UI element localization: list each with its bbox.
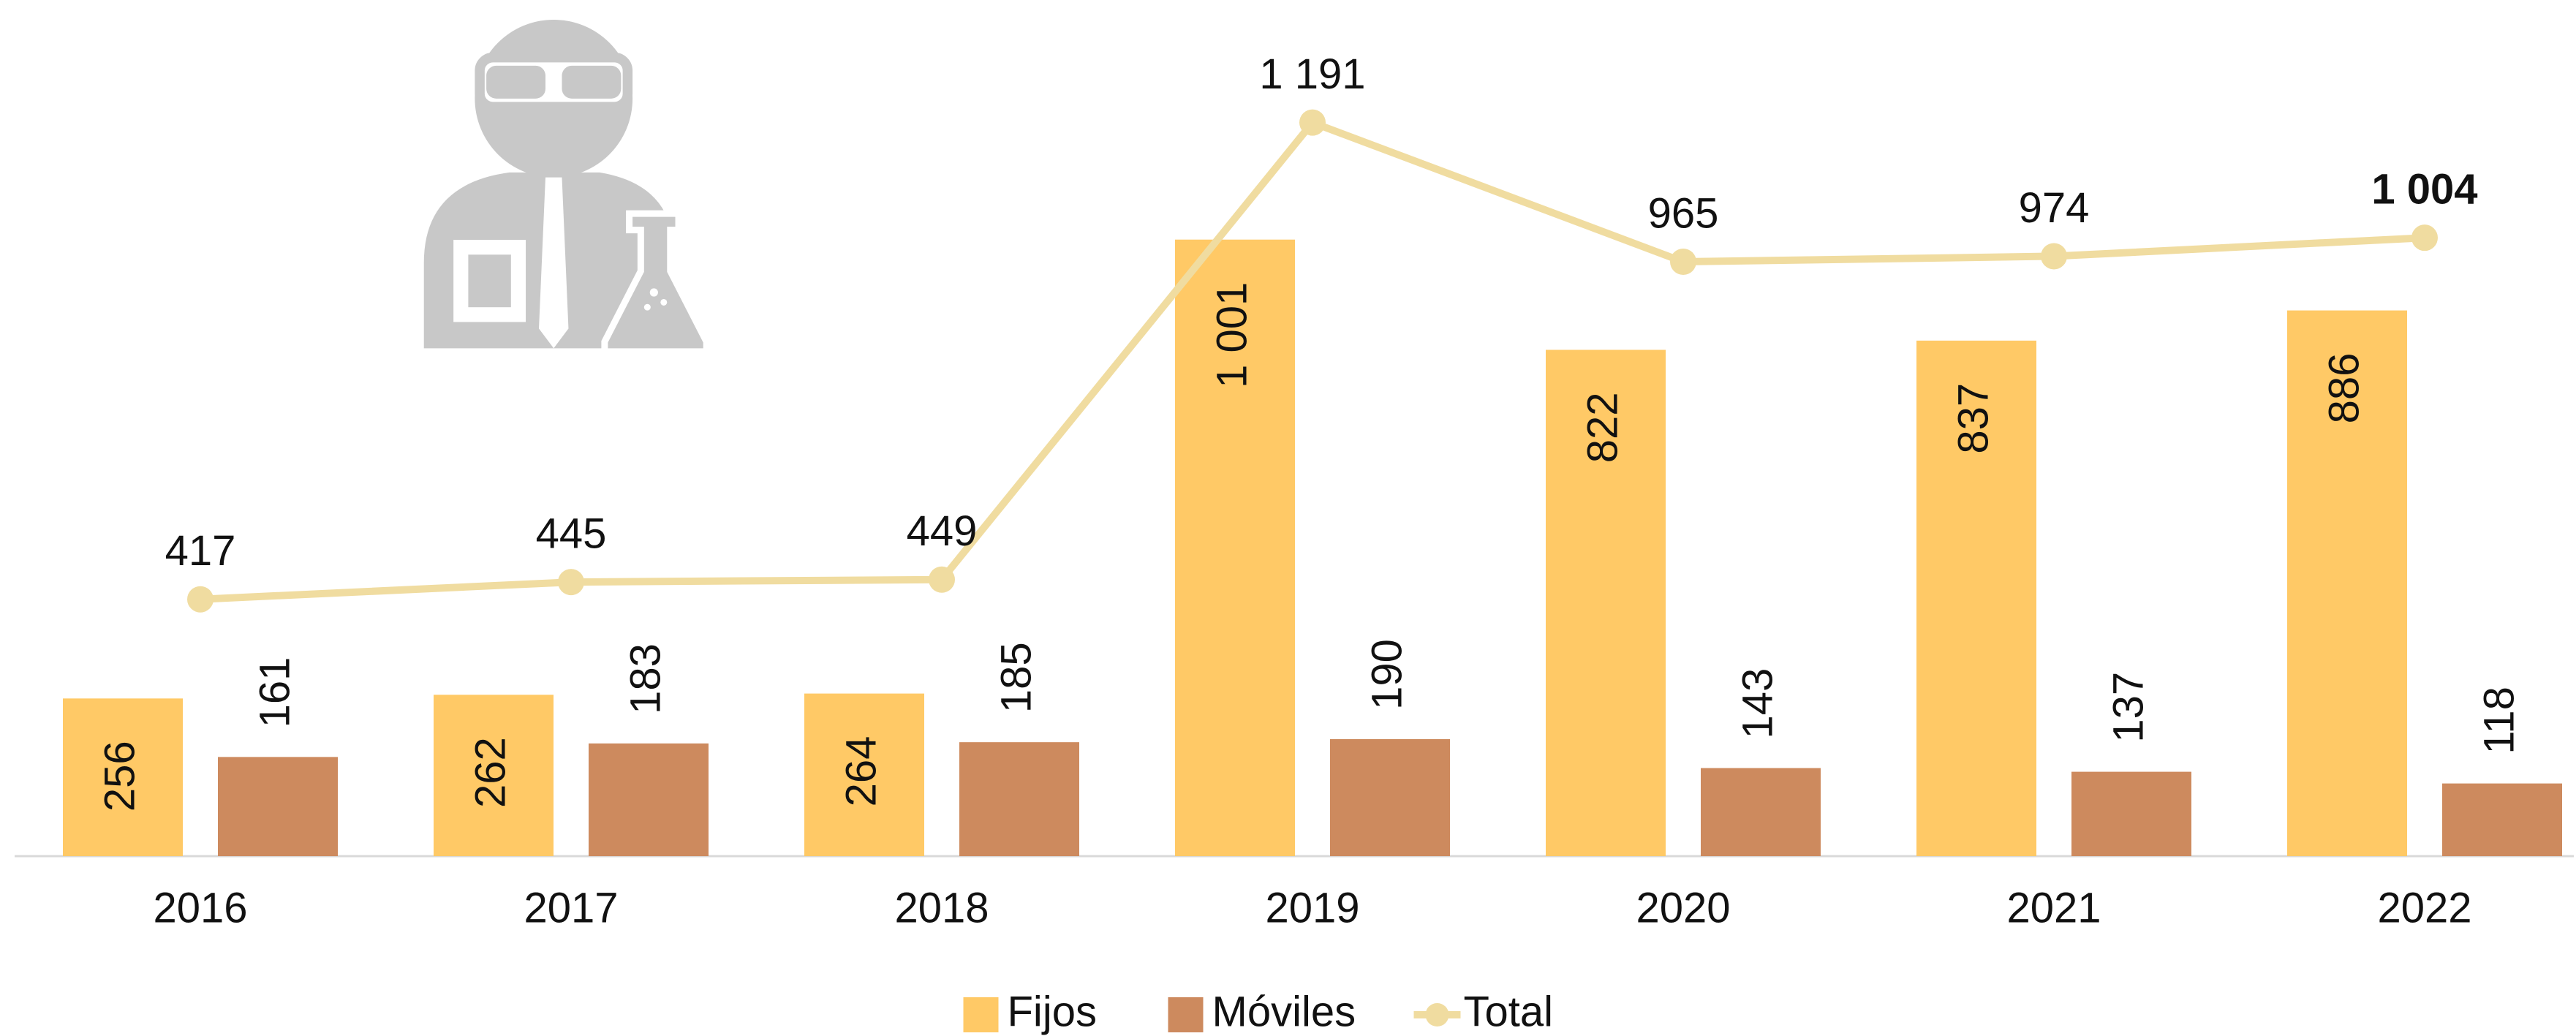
bar-value-label: 256 xyxy=(96,741,143,812)
line-value-label: 974 xyxy=(2019,184,2090,232)
x-tick-label: 2021 xyxy=(2006,884,2101,931)
x-tick-label: 2020 xyxy=(1636,884,1730,931)
bar xyxy=(434,695,554,856)
total-point xyxy=(2411,224,2438,252)
legend-swatch xyxy=(1168,997,1204,1032)
total-point xyxy=(1299,109,1326,136)
bar xyxy=(2071,771,2191,856)
total-point xyxy=(187,586,214,613)
total-point xyxy=(2041,243,2067,270)
total-point xyxy=(558,569,584,596)
x-tick-label: 2018 xyxy=(894,884,989,931)
line-value-label: 417 xyxy=(165,527,236,575)
bar xyxy=(1330,738,1450,856)
bar-value-label: 1 001 xyxy=(1208,282,1255,388)
scientist-icon xyxy=(423,19,710,355)
total-point xyxy=(1670,249,1696,276)
bar xyxy=(804,693,924,856)
total-point xyxy=(929,566,955,593)
bar xyxy=(2442,783,2562,856)
bar-value-label: 264 xyxy=(837,736,885,807)
x-tick-label: 2016 xyxy=(153,884,247,931)
bar-value-label: 185 xyxy=(992,642,1040,713)
legend-label: Total xyxy=(1464,988,1554,1035)
legend-marker xyxy=(1425,1003,1449,1026)
bar xyxy=(959,742,1079,856)
bar xyxy=(589,743,709,856)
bar xyxy=(1546,349,1666,856)
x-tick-label: 2022 xyxy=(2377,884,2471,931)
line-value-label: 1 191 xyxy=(1259,50,1365,98)
legend-label: Fijos xyxy=(1008,988,1097,1035)
legend-label: Móviles xyxy=(1212,988,1356,1035)
bar-value-label: 137 xyxy=(2104,672,2152,743)
bar xyxy=(63,698,183,856)
bar-value-label: 118 xyxy=(2475,687,2523,754)
x-tick-label: 2017 xyxy=(524,884,618,931)
line-value-label: 1 004 xyxy=(2371,166,2477,213)
legend: Fijos Móviles Total xyxy=(963,988,1554,1035)
bar xyxy=(1701,768,1821,856)
bar-value-label: 262 xyxy=(467,737,514,808)
bar-value-label: 822 xyxy=(1579,393,1626,464)
bar xyxy=(1916,340,2036,856)
bar-value-label: 190 xyxy=(1363,639,1410,710)
bar-value-label: 143 xyxy=(1734,668,1781,739)
bar xyxy=(2287,310,2407,857)
line-value-label: 445 xyxy=(536,510,607,557)
line-value-label: 965 xyxy=(1648,189,1719,237)
x-tick-label: 2019 xyxy=(1265,884,1359,931)
bar-value-label: 161 xyxy=(251,657,298,728)
bar-value-label: 183 xyxy=(622,643,669,714)
line-value-label: 449 xyxy=(907,507,978,555)
bar-value-label: 886 xyxy=(2320,353,2368,424)
bar xyxy=(1175,239,1295,856)
bar-value-label: 837 xyxy=(1949,383,1997,454)
legend-swatch xyxy=(963,997,999,1032)
bar xyxy=(218,757,338,856)
